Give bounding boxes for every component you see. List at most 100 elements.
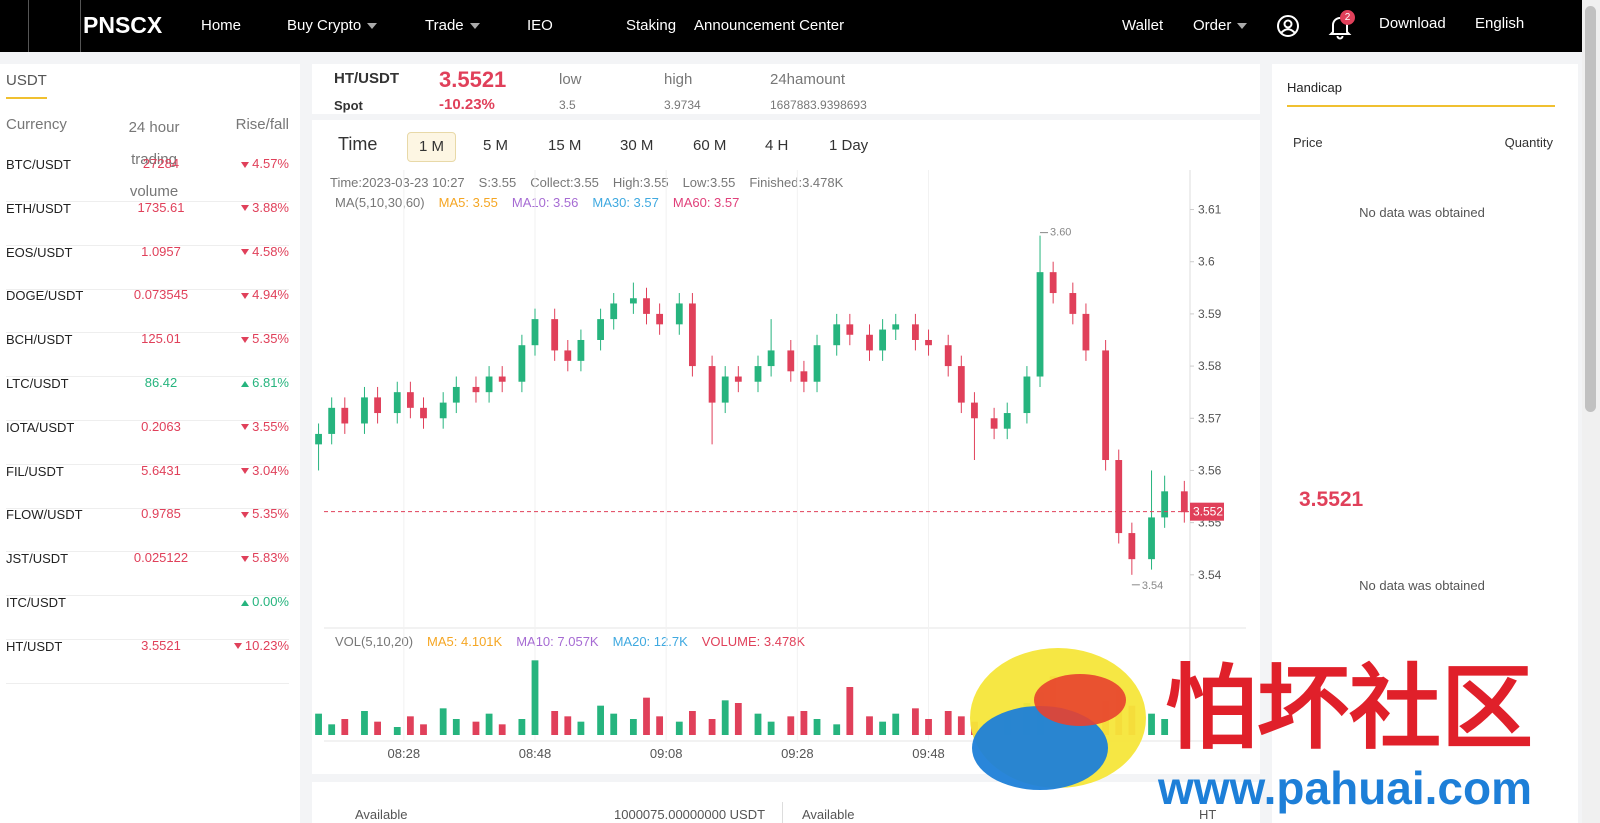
- brand[interactable]: PNSCX: [83, 12, 163, 38]
- change: 4.57%: [241, 156, 289, 171]
- change: 5.35%: [241, 506, 289, 521]
- scrollbar[interactable]: [1582, 0, 1600, 823]
- candle-body: [1148, 517, 1155, 560]
- interval-button[interactable]: 30 M: [620, 137, 654, 154]
- nav-link[interactable]: Home: [201, 17, 241, 34]
- market-row[interactable]: BTC/USDT 27284 4.57%: [6, 156, 289, 202]
- y-tick-label: 3.54: [1198, 568, 1222, 582]
- nav-link[interactable]: Buy Crypto: [287, 17, 378, 34]
- wallet-link[interactable]: Wallet: [1122, 17, 1164, 34]
- info-item: High:3.55: [612, 175, 669, 190]
- nav-link-text[interactable]: Buy Crypto: [287, 17, 362, 34]
- volume-bar: [643, 697, 650, 735]
- nav-link-text[interactable]: Trade: [425, 17, 464, 34]
- market-tab[interactable]: USDT: [6, 72, 47, 99]
- market-row[interactable]: EOS/USDT 1.0957 4.58%: [6, 243, 289, 290]
- candle-body: [944, 345, 952, 367]
- nav-link-text[interactable]: Staking: [626, 17, 677, 34]
- market-row[interactable]: DOGE/USDT 0.073545 4.94%: [6, 287, 289, 334]
- market-row[interactable]: LTC/USDT 86.42 6.81%: [6, 375, 289, 421]
- candle-body: [1128, 533, 1136, 560]
- volume-bar: [846, 687, 854, 735]
- candle-body: [846, 324, 854, 335]
- volume-bar: [800, 711, 808, 735]
- ticker-change: -10.23%: [439, 96, 495, 113]
- nav-link[interactable]: Staking: [626, 17, 676, 34]
- user-icon[interactable]: [1276, 14, 1300, 38]
- candle-body: [892, 324, 900, 330]
- candle-body: [1069, 293, 1077, 314]
- language-link[interactable]: English: [1475, 15, 1525, 32]
- order-link[interactable]: Order: [1193, 17, 1248, 34]
- volume-bar: [721, 700, 729, 735]
- volume: 5.6431: [141, 462, 181, 478]
- x-tick-label: 08:48: [519, 746, 552, 761]
- volume-bar: [892, 713, 900, 735]
- logo[interactable]: [28, 0, 81, 52]
- nav-link-text[interactable]: Home: [201, 17, 242, 34]
- volume-bar: [1180, 725, 1188, 735]
- candle-body: [1003, 413, 1011, 429]
- interval-button[interactable]: 15 M: [548, 137, 582, 154]
- nav-link-text[interactable]: Announcement Center: [694, 17, 845, 34]
- col-header: Rise/fall: [235, 116, 289, 133]
- market-row[interactable]: JST/USDT 0.025122 5.83%: [6, 550, 289, 597]
- volume-bar: [925, 719, 932, 735]
- pair: JST/USDT: [6, 551, 69, 567]
- candle-body: [597, 319, 604, 340]
- candle-body: [708, 366, 716, 403]
- notification-badge: 2: [1340, 10, 1355, 25]
- price-header: Price: [1293, 135, 1323, 150]
- nav-link-text[interactable]: IEO: [527, 17, 553, 34]
- change-text: 4.58%: [252, 243, 289, 259]
- info-item: Low:3.55: [682, 175, 736, 190]
- interval-button[interactable]: 1 Day: [829, 137, 869, 154]
- interval-button[interactable]: 4 H: [765, 137, 789, 154]
- market-row[interactable]: ITC/USDT 0.00%: [6, 594, 289, 640]
- candle-body: [1036, 272, 1044, 377]
- chart-panel: [312, 64, 1260, 774]
- change: 0.00%: [241, 594, 289, 609]
- ticker-pair: HT/USDT: [334, 70, 399, 87]
- legend-item: MA20: 12.7K: [612, 634, 688, 649]
- market-row[interactable]: FLOW/USDT 0.9785 5.35%: [6, 506, 289, 553]
- volume-bar: [610, 713, 618, 735]
- pair: HT/USDT: [6, 638, 63, 654]
- pair: FIL/USDT: [6, 463, 64, 479]
- legend-item: VOLUME: 3.478K: [701, 634, 806, 649]
- candle-body: [813, 345, 821, 382]
- market-row[interactable]: IOTA/USDT 0.2063 3.55%: [6, 419, 289, 465]
- volume: 0.9785: [141, 506, 181, 522]
- volume-bar: [656, 716, 664, 735]
- market-row[interactable]: HT/USDT 3.5521 10.23%: [6, 638, 289, 684]
- asset: HT: [1199, 807, 1217, 822]
- annotation: 3.60: [1050, 227, 1071, 239]
- order-text[interactable]: Order: [1193, 17, 1232, 34]
- volume-bar: [1161, 719, 1169, 735]
- vol-legend: VOL(5,10,20) MA5: 4.101K MA10: 7.057K MA20:…: [335, 634, 819, 649]
- nav-link[interactable]: IEO: [527, 17, 553, 34]
- volume-bar: [328, 724, 336, 735]
- ma-legend: MA(5,10,30,60) MA5: 3.55 MA10: 3.56 MA30: 3…: [335, 195, 753, 210]
- legend-item: MA10: 7.057K: [516, 634, 599, 649]
- nav-link[interactable]: Trade: [425, 17, 480, 34]
- market-row[interactable]: BCH/USDT 125.01 5.35%: [6, 331, 289, 378]
- handicap-title[interactable]: Handicap: [1287, 80, 1555, 107]
- change: 5.35%: [241, 331, 289, 346]
- price-tag-label: 3.552: [1193, 505, 1223, 519]
- market-panel: [0, 64, 300, 823]
- download-link[interactable]: Download: [1379, 15, 1446, 32]
- market-row[interactable]: ETH/USDT 1735.61 3.88%: [6, 200, 289, 246]
- interval-button[interactable]: 1 M: [407, 132, 457, 162]
- candle-body: [498, 376, 506, 382]
- change-text: 5.35%: [252, 506, 289, 522]
- market-row[interactable]: FIL/USDT 5.6431 3.04%: [6, 462, 289, 509]
- volume-bar: [944, 711, 952, 735]
- volume-bar: [734, 703, 742, 735]
- nav-link[interactable]: Announcement Center: [694, 17, 844, 34]
- interval-button[interactable]: 5 M: [483, 137, 509, 154]
- interval-button[interactable]: 60 M: [693, 137, 727, 154]
- candle-body: [656, 313, 664, 325]
- watermark-title: 怕坏社区: [1165, 655, 1533, 762]
